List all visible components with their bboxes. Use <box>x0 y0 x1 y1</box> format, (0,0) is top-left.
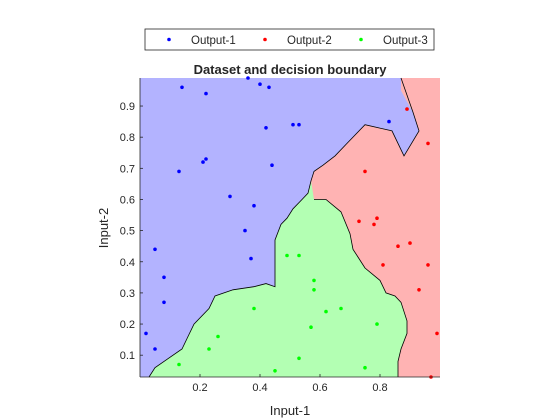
data-point-output-3-14 <box>363 365 367 370</box>
data-point-output-1-13 <box>246 76 250 80</box>
data-point-output-2-3 <box>372 222 376 227</box>
data-point-output-1-6 <box>177 169 181 174</box>
data-point-output-1-10 <box>204 91 208 96</box>
data-point-output-1-5 <box>162 300 166 305</box>
data-point-output-1-20 <box>291 122 295 127</box>
data-point-output-1-8 <box>201 160 205 164</box>
legend-label-output-2: Output-2 <box>287 35 332 47</box>
legend-label-output-1: Output-1 <box>191 35 236 47</box>
x-tick-label: 0.2 <box>192 382 207 394</box>
data-point-output-1-18 <box>267 85 271 90</box>
y-ticks: 0.1 0.2 0.3 0.4 0.5 0.6 0.7 0.8 0.9 <box>120 101 143 362</box>
data-point-output-1-16 <box>258 82 262 86</box>
data-point-output-2-8 <box>408 241 412 245</box>
data-point-output-2-1 <box>357 219 361 224</box>
data-point-output-2-11 <box>426 263 430 267</box>
data-point-output-1-22 <box>387 119 391 124</box>
data-point-output-2-2 <box>363 169 367 174</box>
data-point-output-1-9 <box>204 157 208 161</box>
data-point-output-1-21 <box>297 122 301 127</box>
data-points <box>144 76 439 379</box>
data-point-output-2-10 <box>426 141 430 146</box>
legend-label-output-3: Output-3 <box>383 35 428 47</box>
data-point-output-3-1 <box>177 362 181 367</box>
y-tick-label: 0.5 <box>120 226 135 238</box>
data-point-output-2-6 <box>396 244 400 248</box>
data-point-output-3-10 <box>312 278 316 283</box>
legend: Output-1 Output-2 Output-3 <box>144 28 435 51</box>
legend-marker-output-3 <box>359 37 363 42</box>
data-point-output-3-4 <box>252 306 256 311</box>
data-point-output-2-9 <box>417 288 421 292</box>
x-tick-label: 0.4 <box>252 382 267 394</box>
y-tick-label: 0.2 <box>120 319 135 331</box>
boundary-line-output-1 <box>148 77 420 378</box>
data-point-output-3-5 <box>273 369 277 373</box>
decision-region-output-2 <box>311 78 440 377</box>
data-point-output-3-13 <box>339 306 343 311</box>
data-point-output-3-12 <box>324 309 328 314</box>
data-point-output-2-13 <box>435 331 439 336</box>
x-tick-label: 0.8 <box>372 382 387 394</box>
data-point-output-1-3 <box>153 247 157 252</box>
legend-marker-output-1 <box>167 37 171 42</box>
data-point-output-1-17 <box>264 126 268 130</box>
data-point-output-2-7 <box>405 107 409 111</box>
plot-area <box>140 76 440 379</box>
data-point-output-3-3 <box>216 334 220 339</box>
x-ticks: 0.2 0.4 0.6 0.8 <box>192 374 388 394</box>
data-point-output-3-8 <box>297 253 301 258</box>
x-tick-label: 0.6 <box>312 382 327 394</box>
boundary-line-output-2 <box>314 199 408 377</box>
data-point-output-3-2 <box>207 347 211 351</box>
data-point-output-3-7 <box>297 356 301 361</box>
data-point-output-3-11 <box>312 288 316 292</box>
legend-box <box>144 28 435 51</box>
data-point-output-1-12 <box>243 228 247 233</box>
y-tick-label: 0.8 <box>120 132 135 144</box>
chart-title: Dataset and decision boundary <box>194 62 388 77</box>
y-axis-label: Input-2 <box>96 208 111 248</box>
data-point-output-1-15 <box>252 203 256 208</box>
legend-marker-output-2 <box>263 37 267 42</box>
data-point-output-3-6 <box>285 253 289 258</box>
data-point-output-1-7 <box>180 85 184 90</box>
y-tick-label: 0.1 <box>120 350 135 362</box>
y-tick-label: 0.4 <box>120 257 135 269</box>
data-point-output-1-2 <box>153 347 157 351</box>
x-axis-label: Input-1 <box>270 403 310 418</box>
data-point-output-2-5 <box>381 263 385 267</box>
y-tick-label: 0.7 <box>120 163 135 175</box>
data-point-output-1-11 <box>228 194 232 199</box>
y-tick-label: 0.9 <box>120 101 135 113</box>
data-point-output-1-19 <box>270 163 274 167</box>
axes: 0.2 0.4 0.6 0.8 0.1 0.2 0.3 0.4 0.5 0.6 0.7 0.8 0.9 <box>120 78 440 394</box>
data-point-output-1-1 <box>144 331 148 336</box>
data-point-output-1-14 <box>249 256 253 261</box>
data-point-output-3-15 <box>375 322 379 326</box>
data-point-output-1-4 <box>162 275 166 280</box>
data-point-output-2-4 <box>375 216 379 220</box>
y-tick-label: 0.3 <box>120 288 135 300</box>
y-tick-label: 0.6 <box>120 194 135 206</box>
data-point-output-3-9 <box>309 325 313 330</box>
